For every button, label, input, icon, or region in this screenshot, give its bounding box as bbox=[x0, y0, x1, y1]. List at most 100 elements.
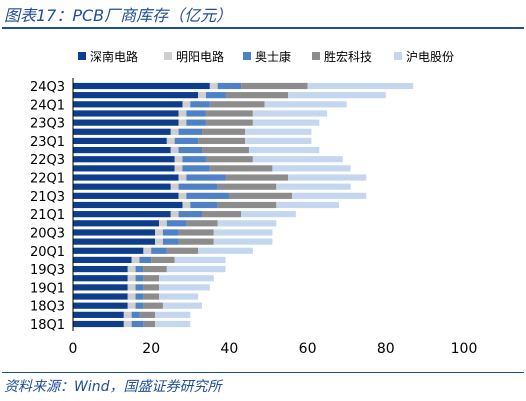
bar-segment bbox=[73, 156, 175, 163]
bar-segment bbox=[205, 110, 253, 117]
bar-segment bbox=[217, 201, 277, 209]
bar-segment bbox=[159, 293, 199, 300]
bar-segment bbox=[178, 211, 203, 218]
bars bbox=[73, 82, 414, 328]
bar-segment bbox=[143, 320, 156, 328]
bar-segment bbox=[225, 92, 289, 99]
bar-segment bbox=[159, 220, 167, 227]
legend-swatch bbox=[164, 52, 172, 60]
y-tick-label: 22Q1 bbox=[30, 172, 65, 187]
bar-segment bbox=[166, 137, 175, 145]
bar-segment bbox=[217, 183, 277, 190]
bar-segment bbox=[241, 211, 296, 218]
bar-segment bbox=[151, 256, 175, 264]
bar-segment bbox=[217, 82, 242, 90]
bar-segment bbox=[73, 201, 183, 209]
bar-segment bbox=[123, 311, 132, 318]
y-tick-label: 24Q1 bbox=[30, 98, 65, 113]
bar-segment bbox=[205, 119, 253, 126]
bar-segment bbox=[135, 275, 144, 282]
bar-segment bbox=[162, 229, 179, 236]
bar-segment bbox=[186, 192, 230, 199]
bar-segment bbox=[248, 146, 320, 154]
bar-segment bbox=[73, 101, 183, 108]
bar-segment bbox=[291, 192, 367, 199]
bar-segment bbox=[288, 174, 367, 181]
title-divider bbox=[2, 27, 524, 29]
bar-segment bbox=[143, 284, 160, 291]
y-tick-label: 19Q1 bbox=[30, 281, 65, 296]
legend-swatch bbox=[243, 52, 251, 60]
source-note: 资料来源：Wind，国盛证券研究所 bbox=[4, 379, 222, 395]
bar-segment bbox=[241, 82, 308, 90]
bar-segment bbox=[170, 146, 179, 154]
y-tick-label: 18Q1 bbox=[30, 318, 65, 333]
bar-segment bbox=[186, 119, 206, 126]
bar-segment bbox=[143, 275, 160, 282]
bar-segment bbox=[73, 192, 179, 199]
bar-segment bbox=[73, 247, 144, 254]
bar-segment bbox=[127, 302, 136, 309]
bar-segment bbox=[135, 293, 144, 300]
bar-segment bbox=[178, 119, 187, 126]
legend-label: 沪电股份 bbox=[406, 50, 454, 64]
bar-segment bbox=[198, 137, 246, 145]
bar-segment bbox=[131, 256, 140, 264]
bar-segment bbox=[73, 256, 132, 264]
bar-segment bbox=[143, 247, 152, 254]
bar-segment bbox=[209, 165, 273, 172]
bar-segment bbox=[135, 284, 144, 291]
bar-segment bbox=[73, 137, 167, 145]
bar-segment bbox=[143, 302, 163, 309]
y-tick-label: 19Q3 bbox=[30, 263, 65, 278]
bar-segment bbox=[178, 128, 203, 135]
footer-divider bbox=[2, 372, 524, 373]
legend-label: 胜宏科技 bbox=[324, 49, 372, 64]
bar-segment bbox=[217, 220, 277, 227]
stacked-bar-chart: 深南电路 明阳电路 奥士康 胜宏科技 沪电股份 24Q3 24Q1 23Q3 23Q1 22Q3… bbox=[30, 49, 477, 357]
bar-segment bbox=[178, 183, 218, 190]
bar-segment bbox=[73, 110, 179, 117]
bar-segment bbox=[182, 165, 210, 172]
bar-segment bbox=[276, 183, 351, 190]
bar-segment bbox=[73, 165, 175, 172]
bar-segment bbox=[73, 293, 128, 300]
y-tick-label: 23Q3 bbox=[30, 117, 65, 132]
bar-segment bbox=[73, 238, 156, 245]
bar-segment bbox=[178, 238, 214, 245]
bar-segment bbox=[73, 211, 171, 218]
bar-segment bbox=[288, 92, 386, 99]
bar-segment bbox=[186, 174, 226, 181]
legend: 深南电路 明阳电路 奥士康 胜宏科技 沪电股份 bbox=[78, 49, 454, 64]
bar-segment bbox=[73, 320, 124, 328]
bar-segment bbox=[202, 146, 249, 154]
bar-segment bbox=[166, 265, 226, 273]
bar-segment bbox=[155, 229, 163, 236]
y-tick-label: 21Q1 bbox=[30, 208, 65, 223]
bar-segment bbox=[213, 229, 273, 236]
bar-segment bbox=[209, 82, 218, 90]
bar-segment bbox=[131, 311, 140, 318]
bar-segment bbox=[174, 165, 183, 172]
bar-segment bbox=[245, 128, 312, 135]
bar-segment bbox=[245, 137, 312, 145]
bar-segment bbox=[162, 238, 179, 245]
bar-segment bbox=[190, 101, 210, 108]
x-tick-label: 60 bbox=[299, 341, 317, 357]
y-tick-label: 21Q3 bbox=[30, 190, 65, 205]
bar-segment bbox=[73, 119, 179, 126]
bar-segment bbox=[73, 128, 171, 135]
bar-segment bbox=[155, 238, 163, 245]
bar-segment bbox=[205, 156, 253, 163]
bar-segment bbox=[174, 137, 199, 145]
y-tick-label: 20Q3 bbox=[30, 226, 65, 241]
bar-segment bbox=[127, 284, 136, 291]
bar-segment bbox=[178, 146, 203, 154]
legend-label: 奥士康 bbox=[255, 49, 291, 64]
bar-segment bbox=[178, 229, 214, 236]
bar-segment bbox=[73, 284, 128, 291]
bar-segment bbox=[252, 110, 328, 117]
bar-segment bbox=[205, 92, 226, 99]
bar-segment bbox=[178, 174, 187, 181]
bar-segment bbox=[166, 247, 199, 254]
